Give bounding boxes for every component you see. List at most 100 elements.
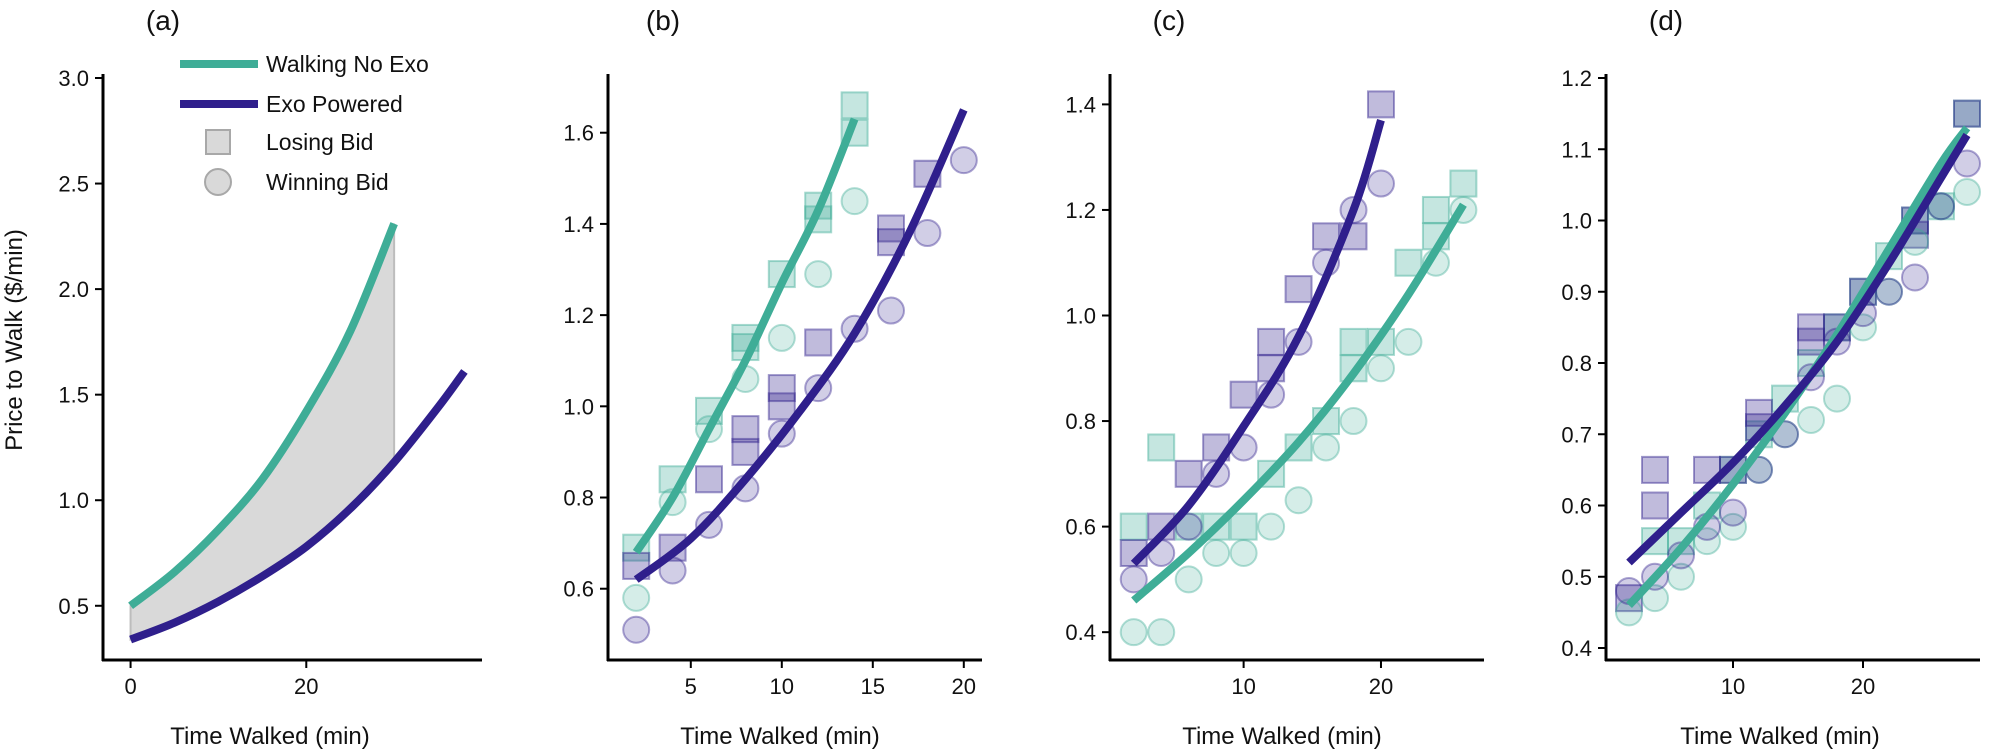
winning-bid-point <box>949 146 978 175</box>
x-tick-label: 0 <box>124 674 136 699</box>
y-tick-label: 0.9 <box>1561 280 1592 305</box>
panel-a-ylabel: Price to Walk ($/min) <box>1 229 28 451</box>
winning-bid-point <box>1953 178 1981 206</box>
losing-bid-point <box>1394 248 1423 277</box>
legend-losing-marker <box>205 129 231 155</box>
winning-bid-point <box>840 187 869 216</box>
panel-c: 0.4 0.6 0.8 1.0 1.2 1.4 10 20 <box>1065 74 1484 699</box>
legend-walking-label: Walking No Exo <box>266 51 429 77</box>
winning-bid-point <box>1719 498 1747 527</box>
y-tick-label: 1.2 <box>1065 198 1096 223</box>
exo-powered-line <box>129 369 468 644</box>
losing-bid-point <box>1449 169 1478 198</box>
winning-bid-point <box>1202 539 1231 567</box>
winning-bid-point <box>1394 327 1423 356</box>
y-tick-label: 0.4 <box>1561 636 1592 661</box>
losing-bid-point <box>1229 512 1258 541</box>
walking-no-exo-line <box>632 117 859 555</box>
winning-bid-point <box>913 219 942 248</box>
winning-bid-point <box>1667 562 1695 591</box>
panel-a-xlabel: Time Walked (min) <box>170 723 370 750</box>
winning-bid-point <box>767 323 796 352</box>
winning-bid-point <box>1641 584 1669 613</box>
walking-no-exo-line <box>128 222 398 609</box>
y-tick-label: 1.5 <box>58 383 89 408</box>
x-tick-label: 10 <box>770 674 794 699</box>
panel-d: 0.4 0.5 0.6 0.7 0.8 0.9 1.0 1.1 1.2 10 20 <box>1561 66 1981 699</box>
losing-bid-point <box>1953 99 1981 128</box>
y-tick-label: 1.2 <box>1561 66 1592 91</box>
y-tick-label: 0.8 <box>563 486 594 511</box>
winning-bid-point <box>1174 565 1203 594</box>
exo-powered-line <box>1626 132 1971 566</box>
losing-bid-point <box>840 91 869 120</box>
winning-bid-point <box>1366 354 1395 383</box>
winning-bid-point <box>1719 512 1747 541</box>
losing-bid-point <box>1745 398 1773 427</box>
legend-winning-marker <box>204 168 232 196</box>
panel-d-letter: (d) <box>1649 5 1683 36</box>
y-tick-label: 0.8 <box>1065 409 1096 434</box>
x-tick-label: 10 <box>1231 674 1255 699</box>
winning-bid-point <box>1119 618 1148 647</box>
y-tick-label: 0.7 <box>1561 422 1592 447</box>
losing-bid-point <box>1953 99 1981 128</box>
y-tick-label: 0.6 <box>1561 494 1592 519</box>
y-tick-label: 1.0 <box>563 394 594 419</box>
y-tick-label: 2.0 <box>58 277 89 302</box>
winning-bid-point <box>1797 406 1825 434</box>
y-tick-label: 0.5 <box>1561 565 1592 590</box>
losing-bid-point <box>1641 491 1669 520</box>
losing-bid-point <box>1421 195 1450 224</box>
losing-bid-point <box>804 328 833 357</box>
winning-bid-point <box>622 615 651 644</box>
legend-exo-label: Exo Powered <box>266 91 403 117</box>
winning-bid-point <box>622 583 651 612</box>
losing-bid-point <box>695 465 723 494</box>
walking-no-exo-line <box>1131 202 1467 604</box>
legend-winning-label: Winning Bid <box>266 169 389 195</box>
winning-bid-point <box>1284 486 1313 515</box>
winning-bid-point <box>1312 433 1341 462</box>
losing-bid-point <box>1312 222 1341 251</box>
winning-bid-point <box>804 260 833 289</box>
panel-b-letter: (b) <box>646 5 680 36</box>
x-tick-label: 20 <box>1369 674 1393 699</box>
losing-bid-point <box>767 392 796 421</box>
winning-bid-point <box>1901 263 1929 292</box>
y-tick-label: 1.0 <box>1561 209 1592 234</box>
y-tick-label: 2.5 <box>58 172 89 197</box>
losing-bid-point <box>1284 275 1313 304</box>
losing-bid-point <box>622 551 651 580</box>
panel-a: 0.5 1.0 1.5 2.0 2.5 3.0 0 20 <box>58 66 482 699</box>
losing-bid-point <box>1147 433 1176 462</box>
winning-bid-point <box>1257 512 1286 541</box>
x-tick-label: 5 <box>685 674 697 699</box>
winning-bid-point <box>1875 277 1903 306</box>
y-tick-label: 1.0 <box>58 488 89 513</box>
winning-bid-point <box>1366 169 1395 198</box>
losing-bid-point <box>1339 327 1368 356</box>
x-tick-label: 20 <box>294 674 318 699</box>
panel-c-letter: (c) <box>1153 5 1186 36</box>
losing-bid-point <box>1257 327 1286 356</box>
x-tick-label: 10 <box>1721 674 1745 699</box>
losing-bid-point <box>767 374 796 403</box>
losing-bid-point <box>1119 512 1148 541</box>
losing-bid-point <box>1174 459 1203 488</box>
losing-bid-point <box>877 214 905 243</box>
y-tick-label: 1.2 <box>563 303 594 328</box>
panel-b: 0.6 0.8 1.0 1.2 1.4 1.6 5 10 15 20 <box>563 74 982 699</box>
y-tick-label: 0.6 <box>563 577 594 602</box>
x-tick-label: 20 <box>952 674 976 699</box>
exo-powered-line <box>1130 119 1385 567</box>
panel-c-xlabel: Time Walked (min) <box>1182 723 1382 750</box>
y-tick-label: 0.8 <box>1561 351 1592 376</box>
losing-bid-point <box>1641 455 1669 484</box>
y-tick-label: 1.0 <box>1065 304 1096 329</box>
x-tick-label: 15 <box>861 674 885 699</box>
losing-bid-point <box>731 415 760 444</box>
panel-d-xlabel: Time Walked (min) <box>1680 723 1880 750</box>
x-tick-label: 20 <box>1851 674 1875 699</box>
losing-bid-point <box>1797 313 1825 342</box>
